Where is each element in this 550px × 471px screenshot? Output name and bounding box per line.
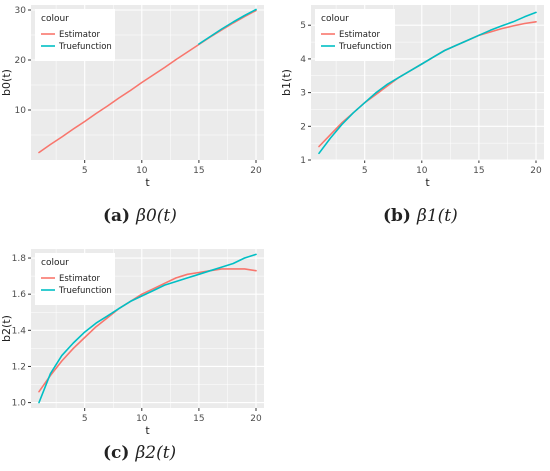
caption-math: β2(t) xyxy=(134,443,176,463)
x-tick-label: 5 xyxy=(82,414,88,424)
caption-math: β0(t) xyxy=(135,206,177,226)
y-tick-label: 1.4 xyxy=(12,326,27,336)
legend-label-estimator: Estimator xyxy=(339,30,381,40)
x-tick-label: 20 xyxy=(250,166,262,176)
x-tick-label: 10 xyxy=(416,166,428,176)
legend-box xyxy=(35,9,115,61)
legend-label-estimator: Estimator xyxy=(59,30,101,40)
legend-label-truefunction: Truefunction xyxy=(58,42,112,52)
legend-box xyxy=(315,9,395,61)
series-line-estimator xyxy=(38,268,257,393)
x-tick-label: 5 xyxy=(362,166,368,176)
y-tick-label: 1.2 xyxy=(12,362,26,372)
caption-label: (a) xyxy=(103,206,130,226)
y-tick-label: 1 xyxy=(300,156,306,166)
chart-panel-0: 5 10 15 20 10 20 30 t b0(t) colour Estimator Truefu… xyxy=(0,5,264,226)
caption-text: (b) β1(t) xyxy=(383,206,458,226)
panel-caption: (a) β0(t) xyxy=(103,206,177,226)
y-tick-label: 4 xyxy=(300,55,306,65)
legend: colour Estimator Truefunction xyxy=(315,9,395,61)
x-axis-label: t xyxy=(425,176,430,189)
caption-label: (b) xyxy=(383,206,411,226)
y-tick-label: 1.0 xyxy=(12,399,27,409)
y-tick-label: 3 xyxy=(300,89,306,99)
y-tick-label: 20 xyxy=(15,56,27,66)
x-tick-label: 5 xyxy=(82,166,88,176)
y-tick-label: 1.8 xyxy=(12,254,27,264)
y-tick-label: 10 xyxy=(15,106,27,116)
caption-text: (a) β0(t) xyxy=(103,206,177,226)
series-line-truefunction xyxy=(198,8,257,45)
y-tick-label: 2 xyxy=(300,122,306,132)
chart-panel-1: 5 10 15 20 1 2 3 4 5 t b1(t) colour Estimator Truefun… xyxy=(280,5,544,226)
legend: colour Estimator Truefunction xyxy=(35,9,115,61)
legend-label-truefunction: Truefunction xyxy=(58,286,112,296)
caption-text: (c) β2(t) xyxy=(103,443,176,463)
legend: colour Estimator Truefunction xyxy=(35,253,115,305)
legend-title: colour xyxy=(41,14,69,24)
caption-label: (c) xyxy=(103,443,129,463)
caption-math: β1(t) xyxy=(416,206,458,226)
panel-caption: (c) β2(t) xyxy=(103,443,176,463)
x-tick-label: 10 xyxy=(136,166,148,176)
x-axis-label: t xyxy=(145,424,150,437)
legend-label-estimator: Estimator xyxy=(59,274,101,284)
legend-title: colour xyxy=(41,258,69,268)
y-axis-label: b1(t) xyxy=(280,69,293,96)
x-tick-label: 15 xyxy=(473,166,484,176)
y-tick-label: 5 xyxy=(300,21,306,31)
series-line-truefunction xyxy=(318,11,537,155)
panel-caption: (b) β1(t) xyxy=(383,206,458,226)
x-tick-label: 20 xyxy=(250,414,262,424)
x-tick-label: 10 xyxy=(136,414,148,424)
legend-title: colour xyxy=(321,14,349,24)
legend-label-truefunction: Truefunction xyxy=(338,42,392,52)
y-axis-label: b0(t) xyxy=(0,69,13,96)
series-line-truefunction xyxy=(38,253,257,404)
y-tick-label: 1.6 xyxy=(12,290,27,300)
chart-panel-2: 5 10 15 20 1.0 1.2 1.4 1.6 1.8 t b2(t) colour Estima… xyxy=(0,249,264,463)
legend-box xyxy=(35,253,115,305)
x-tick-label: 20 xyxy=(530,166,542,176)
x-axis-label: t xyxy=(145,176,150,189)
y-axis-label: b2(t) xyxy=(0,315,13,342)
x-tick-label: 15 xyxy=(193,414,204,424)
x-tick-label: 15 xyxy=(193,166,204,176)
y-tick-label: 30 xyxy=(15,6,27,16)
